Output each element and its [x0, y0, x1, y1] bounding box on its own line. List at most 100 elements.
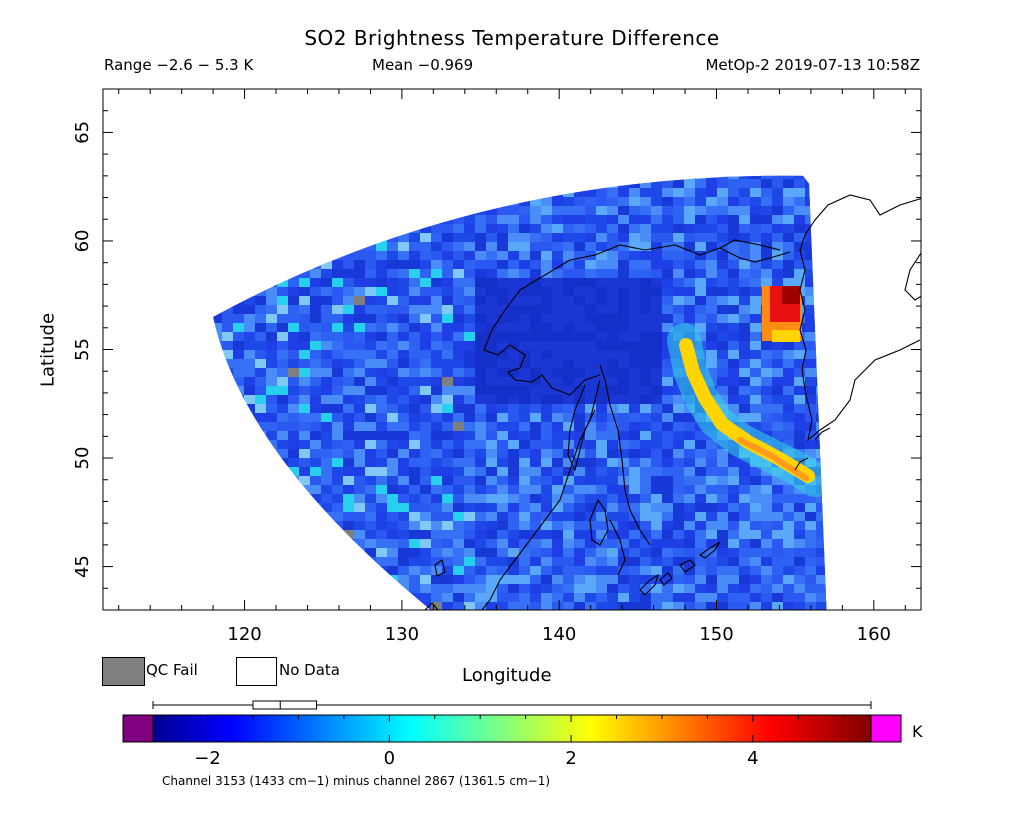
- swath-cell: [640, 323, 651, 332]
- swath-cell: [519, 593, 530, 602]
- swath-cell: [376, 548, 387, 557]
- swath-cell: [596, 278, 607, 287]
- swath-cell: [772, 386, 783, 395]
- swath-cell: [706, 566, 717, 575]
- swath-cell: [398, 413, 409, 422]
- swath-cell: [717, 503, 728, 512]
- swath-cell: [365, 548, 376, 557]
- swath-cell: [431, 314, 442, 323]
- swath-cell: [398, 467, 409, 476]
- swath-cell: [739, 175, 750, 179]
- swath-cell: [486, 395, 497, 404]
- swath-cell: [376, 332, 387, 341]
- swath-cell: [244, 386, 255, 395]
- swath-cell: [772, 548, 783, 557]
- swath-cell: [464, 593, 475, 602]
- swath-cell: [662, 512, 673, 521]
- swath-cell: [332, 314, 343, 323]
- swath-cell: [728, 575, 739, 584]
- swath-cell: [442, 224, 453, 233]
- swath-cell: [629, 287, 640, 296]
- swath-cell: [420, 359, 431, 368]
- swath-cell: [717, 377, 728, 386]
- swath-cell: [442, 557, 453, 566]
- swath-cell: [563, 557, 574, 566]
- swath-cell: [640, 242, 651, 251]
- swath-cell: [409, 404, 420, 413]
- swath-cell: [739, 584, 750, 593]
- swath-cell: [717, 530, 728, 539]
- swath-cell: [629, 557, 640, 566]
- swath-cell: [519, 476, 530, 485]
- swath-cell: [794, 251, 805, 260]
- swath-cell: [552, 242, 563, 251]
- swath-cell: [651, 332, 662, 341]
- swath-cell: [684, 476, 695, 485]
- swath-cell: [684, 413, 695, 422]
- swath-cell: [596, 413, 607, 422]
- swath-cell: [387, 368, 398, 377]
- swath-cell: [475, 341, 486, 350]
- swath-cell: [541, 197, 552, 206]
- swath-cell: [431, 413, 442, 422]
- swath-cell: [409, 296, 420, 305]
- swath-cell: [530, 404, 541, 413]
- swath-cell: [541, 485, 552, 494]
- swath-cell: [640, 530, 651, 539]
- swath-cell: [706, 224, 717, 233]
- swath-cell: [651, 440, 662, 449]
- swath-cell: [464, 386, 475, 395]
- swath-cell: [277, 350, 288, 359]
- swath-cell: [299, 350, 310, 359]
- swath-cell: [574, 233, 585, 242]
- swath-cell: [596, 215, 607, 224]
- swath-cell: [431, 305, 442, 314]
- swath-cell: [640, 206, 651, 215]
- swath-cell: [486, 503, 497, 512]
- swath-cell: [618, 593, 629, 602]
- swath-cell: [409, 422, 420, 431]
- swath-cell: [354, 431, 365, 440]
- swath-cell: [453, 440, 464, 449]
- swath-cell: [585, 395, 596, 404]
- swath-cell: [783, 242, 794, 251]
- swath-cell: [519, 305, 530, 314]
- swath-cell: [552, 431, 563, 440]
- swath-cell: [629, 548, 640, 557]
- swath-cell: [508, 440, 519, 449]
- swath-cell: [739, 233, 750, 242]
- swath-cell: [497, 449, 508, 458]
- swath-cell: [288, 341, 299, 350]
- swath-cell: [288, 305, 299, 314]
- swath-cell: [563, 197, 574, 206]
- swath-cell: [398, 566, 409, 575]
- swath-cell: [541, 233, 552, 242]
- swath-cell: [530, 296, 541, 305]
- swath-cell: [420, 575, 431, 584]
- swath-cell: [365, 269, 376, 278]
- swath-cell: [497, 242, 508, 251]
- swath-cell: [453, 602, 464, 610]
- swath-cell: [640, 503, 651, 512]
- swath-cell: [442, 467, 453, 476]
- swath-cell: [277, 305, 288, 314]
- swath-cell: [519, 386, 530, 395]
- swath-cell: [541, 395, 552, 404]
- swath-cell: [508, 305, 519, 314]
- swath-cell: [695, 440, 706, 449]
- swath-cell: [387, 440, 398, 449]
- swath-cell: [706, 215, 717, 224]
- swath-cell: [695, 494, 706, 503]
- swath-cell: [321, 386, 332, 395]
- swath-cell: [596, 566, 607, 575]
- swath-cell: [464, 404, 475, 413]
- no-data-label: No Data: [279, 661, 340, 679]
- swath-cell: [541, 323, 552, 332]
- swath-cell: [684, 485, 695, 494]
- swath-cell: [288, 296, 299, 305]
- swath-cell: [530, 197, 541, 206]
- swath-cell: [475, 539, 486, 548]
- swath-cell: [277, 332, 288, 341]
- swath-cell: [508, 494, 519, 503]
